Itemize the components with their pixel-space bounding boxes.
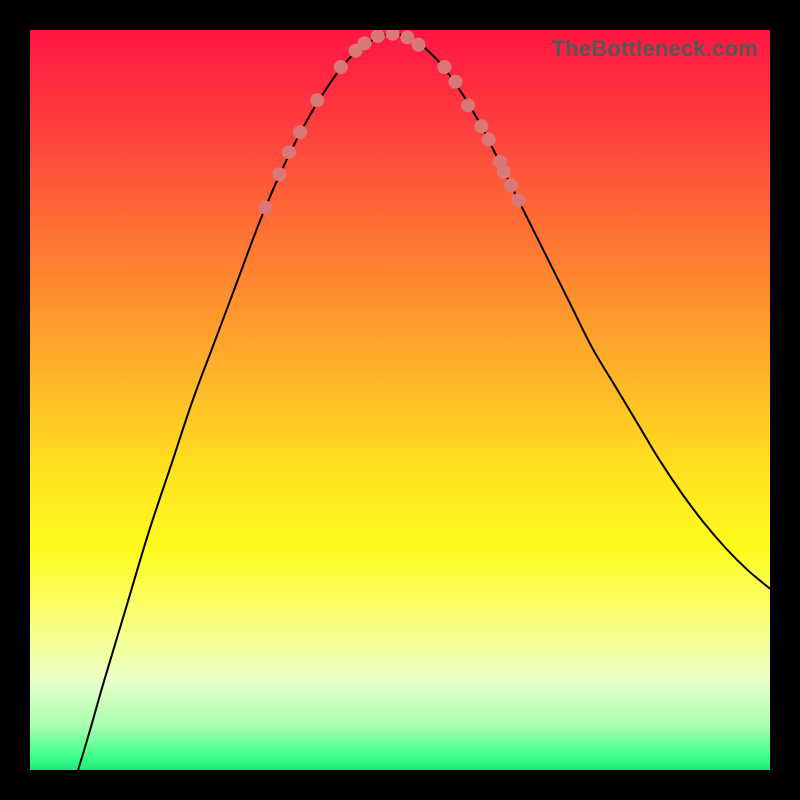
data-marker <box>282 145 296 159</box>
data-marker <box>334 60 348 74</box>
plot-area: TheBottleneck.com <box>30 30 770 770</box>
data-marker <box>293 125 307 139</box>
data-marker <box>461 98 475 112</box>
data-marker <box>357 36 371 50</box>
chart-svg <box>30 30 770 770</box>
data-marker <box>272 167 286 181</box>
data-marker <box>474 119 488 133</box>
data-marker <box>497 165 511 179</box>
gradient-background <box>30 30 770 770</box>
data-marker <box>482 133 496 147</box>
watermark-text: TheBottleneck.com <box>552 36 758 62</box>
data-marker <box>504 178 518 192</box>
data-marker <box>258 201 272 215</box>
data-marker <box>412 38 426 52</box>
chart-container: TheBottleneck.com <box>0 0 800 800</box>
data-marker <box>310 93 324 107</box>
data-marker <box>511 193 525 207</box>
data-marker <box>449 75 463 89</box>
data-marker <box>437 60 451 74</box>
